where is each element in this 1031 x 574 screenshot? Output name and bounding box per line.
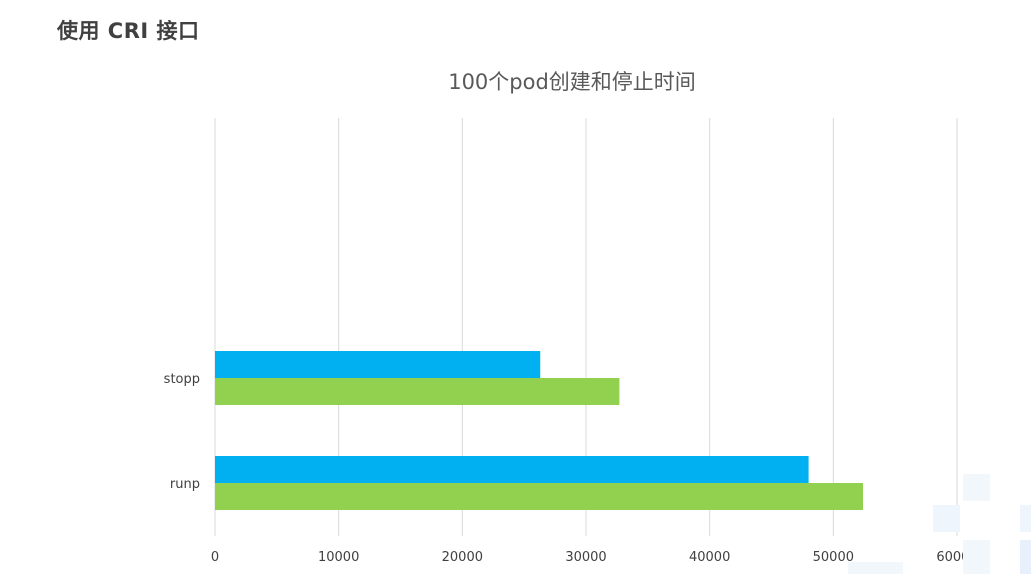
decorative-square xyxy=(963,474,990,501)
bars xyxy=(215,351,864,510)
x-tick-label: 30000 xyxy=(565,550,606,565)
category-label-stopp: stopp xyxy=(164,372,200,387)
x-tick-label: 50000 xyxy=(813,550,854,565)
bar-runp-series-1 xyxy=(215,456,809,483)
x-tick-label: 0 xyxy=(211,550,219,565)
bar-runp-series-2 xyxy=(215,483,864,510)
x-tick-label: 20000 xyxy=(442,550,483,565)
y-axis-categories: runp stopp xyxy=(164,372,200,492)
decorative-square xyxy=(1020,505,1031,532)
bar-stopp-series-1 xyxy=(215,351,541,378)
chart-title: 100个pod创建和停止时间 xyxy=(448,70,696,94)
decorative-square xyxy=(933,505,960,532)
x-tick-label: 10000 xyxy=(318,550,359,565)
category-label-runp: runp xyxy=(170,477,200,492)
slide-title: 使用 CRI 接口 xyxy=(57,19,200,43)
x-tick-label: 40000 xyxy=(689,550,730,565)
bar-stopp-series-2 xyxy=(215,378,620,405)
decorative-square xyxy=(1020,540,1031,574)
decorative-square xyxy=(963,540,990,574)
decorative-square xyxy=(848,562,903,574)
